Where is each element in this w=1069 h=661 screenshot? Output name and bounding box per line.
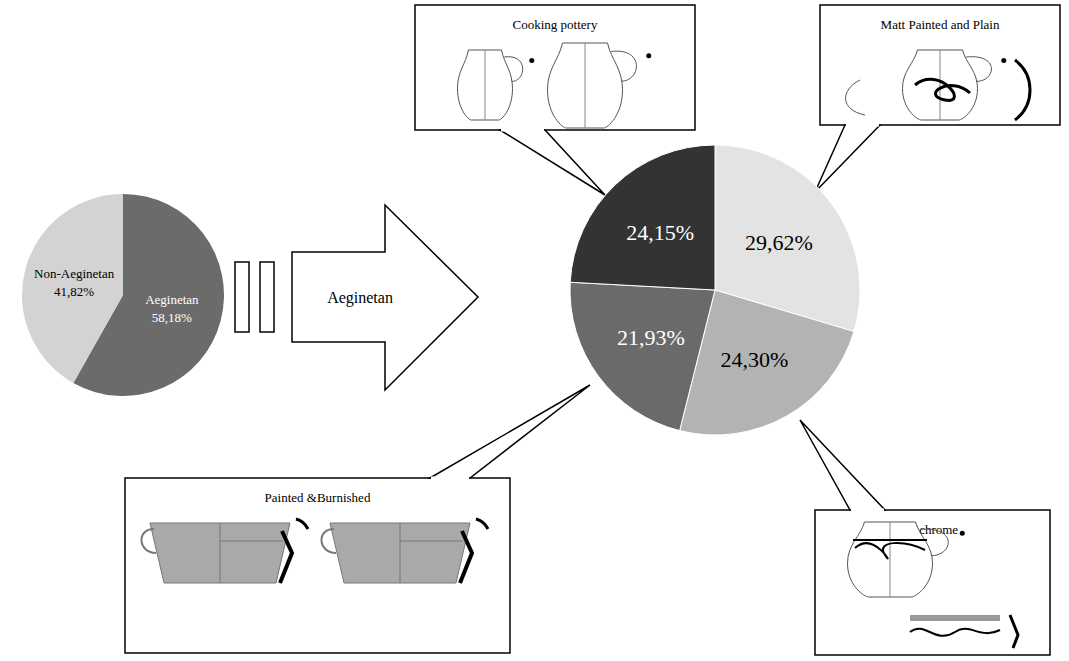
svg-text:21,93%: 21,93% (617, 325, 685, 350)
svg-text:Aeginetan58,18%: Aeginetan58,18% (145, 292, 199, 325)
svg-text:29,62%: 29,62% (745, 230, 813, 255)
svg-text:Matt Painted and Plain: Matt Painted and Plain (881, 17, 1000, 32)
svg-text:Non-Aeginetan41,82%: Non-Aeginetan41,82% (34, 266, 115, 299)
svg-text:24,15%: 24,15% (626, 220, 694, 245)
svg-text:Cooking pottery: Cooking pottery (513, 17, 598, 32)
svg-text:Painted &Burnished: Painted &Burnished (265, 490, 371, 505)
svg-text:Aeginetan: Aeginetan (327, 289, 393, 307)
svg-text:24,30%: 24,30% (721, 347, 789, 372)
